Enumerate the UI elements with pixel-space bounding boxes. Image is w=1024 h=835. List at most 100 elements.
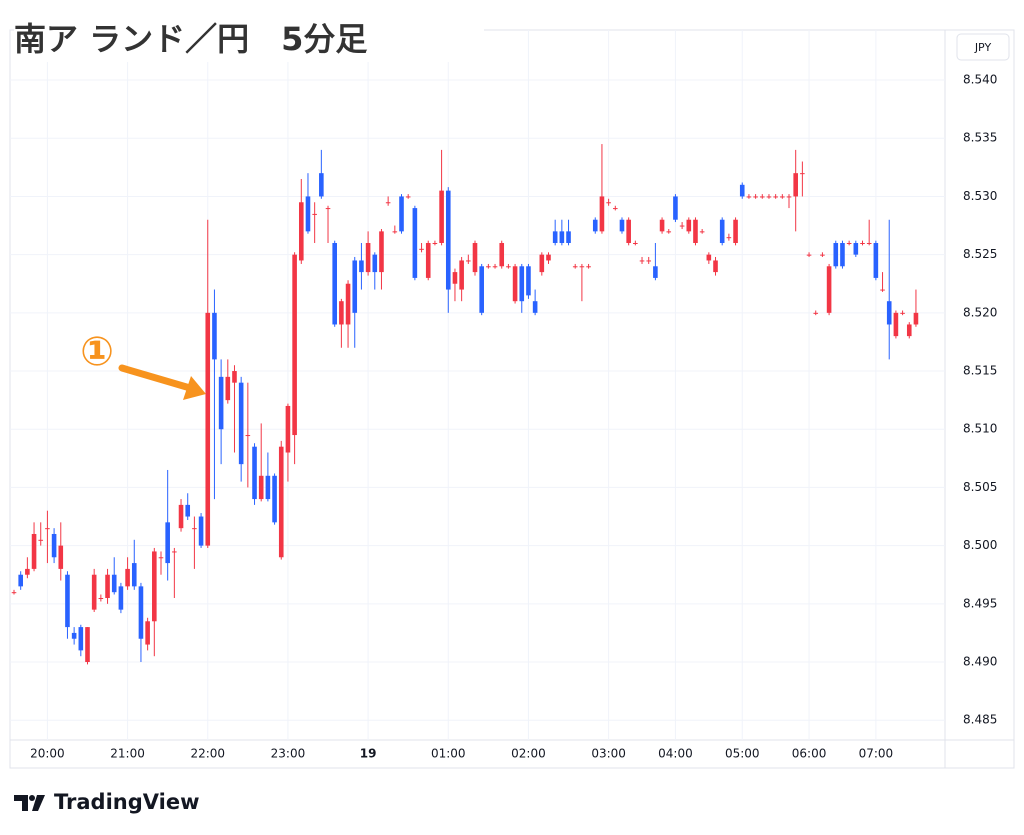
candle-body: [205, 312, 211, 546]
candle-body: [25, 568, 30, 575]
candle-body: [526, 266, 531, 296]
candle-body: [579, 266, 585, 268]
candle-body: [345, 283, 351, 325]
candle-body: [65, 574, 70, 628]
candle-body: [586, 266, 591, 268]
title-bg: [14, 20, 484, 62]
candle-body: [492, 266, 498, 268]
grid: [10, 30, 945, 740]
candle-body: [298, 202, 304, 261]
candle-body: [319, 173, 324, 197]
candle-body: [131, 563, 137, 587]
candle-body: [218, 376, 224, 430]
candle-body: [125, 568, 130, 587]
y-tick-label: 8.525: [963, 247, 997, 261]
x-tick-label: 06:00: [792, 747, 827, 761]
candle-body: [71, 632, 77, 639]
candle-body: [158, 557, 164, 559]
candle-body: [873, 243, 879, 278]
x-tick-label: 23:00: [271, 747, 306, 761]
x-tick-label: 02:00: [511, 747, 546, 761]
y-tick-label: 8.500: [963, 538, 997, 552]
annotation-arrow: [118, 364, 194, 392]
candle-body: [733, 219, 738, 243]
candle-body: [352, 260, 358, 313]
candle-body: [252, 446, 257, 500]
y-tick-label: 8.485: [963, 713, 997, 727]
candle-body: [686, 219, 692, 232]
currency-box[interactable]: [956, 33, 1010, 61]
candle-body: [45, 528, 50, 530]
candle-body: [332, 243, 337, 325]
candle-body: [305, 196, 311, 232]
candle-body: [619, 219, 625, 232]
candle-body: [626, 219, 631, 243]
candle-body: [312, 213, 317, 215]
candle-body: [512, 266, 518, 302]
candle-body: [613, 208, 618, 210]
candle-body: [38, 539, 44, 541]
candle-body: [886, 301, 892, 325]
candle-body: [559, 231, 565, 243]
candle-body: [118, 586, 124, 610]
annotation-arrowhead: [183, 376, 206, 400]
candle-body: [746, 196, 752, 198]
y-tick-label: 8.535: [963, 131, 997, 145]
y-tick-label: 8.540: [963, 73, 997, 87]
currency-label: JPY: [974, 41, 992, 54]
candle-body: [833, 243, 839, 267]
y-tick-label: 8.530: [963, 189, 997, 203]
x-tick-label: 01:00: [431, 747, 466, 761]
candle-body: [706, 254, 712, 261]
candle-body: [258, 475, 264, 500]
candle-body: [572, 266, 578, 268]
candle-body: [486, 266, 491, 268]
logo-icon: [14, 795, 45, 811]
candle-body: [853, 243, 859, 255]
candle-body: [192, 528, 197, 530]
chart-frame: [9, 29, 1015, 769]
x-tick-label: 03:00: [591, 747, 626, 761]
candle-body: [379, 231, 384, 273]
candle-body: [673, 196, 678, 220]
candle-body: [185, 504, 191, 517]
candle-body: [339, 301, 344, 325]
candle-body: [178, 504, 184, 529]
candle-body: [499, 243, 505, 267]
candle-body: [272, 475, 277, 523]
candle-body: [452, 272, 458, 284]
candle-body: [18, 574, 23, 587]
candle-body: [800, 173, 805, 175]
candle-body: [566, 231, 571, 243]
y-tick-label: 8.495: [963, 596, 997, 610]
candle-body: [519, 266, 525, 302]
candle-body: [786, 196, 792, 198]
candle-body: [412, 208, 418, 278]
candle-body: [78, 627, 84, 651]
candle-body: [532, 301, 538, 313]
candle-body: [372, 254, 378, 273]
candle-body: [820, 254, 825, 256]
candle-body: [766, 196, 772, 198]
candle-body: [639, 260, 645, 262]
candle-body: [913, 312, 919, 325]
candle-body: [866, 243, 872, 244]
candle-body: [599, 196, 605, 232]
y-tick-label: 8.520: [963, 305, 997, 319]
candle-body: [392, 231, 398, 233]
candle-body: [325, 208, 331, 210]
candle-body: [780, 196, 785, 198]
candle-body: [506, 266, 511, 268]
x-tick-label: 04:00: [658, 747, 693, 761]
candle-body: [679, 225, 685, 227]
y-tick-label: 8.490: [963, 655, 997, 669]
candle-body: [285, 405, 291, 453]
candle-body: [58, 545, 64, 569]
candle-body: [900, 312, 905, 314]
candle-body: [739, 184, 745, 197]
candle-body: [165, 522, 170, 564]
candle-body: [719, 219, 725, 243]
chart-title: 南ア ランド／円 5分足: [14, 20, 367, 58]
candle-body: [713, 260, 718, 273]
